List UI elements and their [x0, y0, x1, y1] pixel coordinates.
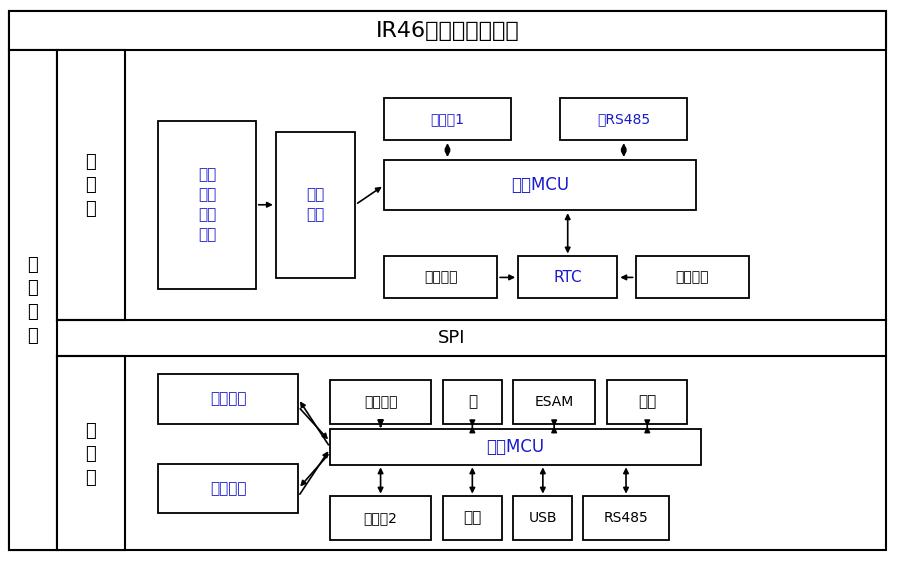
Text: 下行模块: 下行模块 — [209, 481, 247, 496]
Text: RS485: RS485 — [603, 511, 647, 525]
Text: 单RS485: 单RS485 — [597, 112, 649, 126]
Text: 超级电容: 超级电容 — [675, 270, 708, 284]
Text: 上行模块: 上行模块 — [209, 392, 247, 406]
Bar — [275, 132, 355, 278]
Bar — [560, 98, 686, 140]
Bar — [158, 464, 298, 513]
Bar — [57, 50, 125, 320]
Text: RTC: RTC — [553, 270, 582, 285]
Bar — [384, 98, 510, 140]
Text: 卡: 卡 — [467, 394, 477, 410]
Text: 计量MCU: 计量MCU — [510, 176, 569, 194]
Text: 计量
芯片: 计量 芯片 — [306, 187, 324, 222]
Bar — [442, 496, 501, 540]
Text: 管
理
芯: 管 理 芯 — [86, 422, 96, 487]
Text: 系
统
电
源: 系 统 电 源 — [28, 256, 38, 344]
Text: 存储器1: 存储器1 — [430, 112, 464, 126]
Bar — [513, 496, 572, 540]
Text: IR46双芯智能表框图: IR46双芯智能表框图 — [375, 21, 519, 41]
Text: 负控: 负控 — [462, 511, 481, 526]
Bar — [57, 356, 125, 550]
Bar — [330, 496, 431, 540]
Text: USB: USB — [528, 511, 556, 525]
Bar — [330, 429, 700, 465]
Bar — [582, 496, 668, 540]
Bar — [517, 256, 617, 298]
Bar — [384, 256, 497, 298]
Text: SPI: SPI — [438, 329, 465, 347]
Bar — [384, 160, 695, 210]
Bar — [607, 380, 686, 424]
Bar — [330, 380, 431, 424]
Text: 时钟电池: 时钟电池 — [424, 270, 457, 284]
Text: 计
量
芯: 计 量 芯 — [86, 153, 96, 218]
Text: ESAM: ESAM — [534, 395, 573, 409]
Text: 红外: 红外 — [638, 394, 656, 410]
Bar — [442, 380, 501, 424]
Bar — [9, 11, 885, 50]
Text: 管理MCU: 管理MCU — [486, 438, 544, 456]
Text: 停抄电池: 停抄电池 — [363, 395, 397, 409]
Bar — [513, 380, 594, 424]
Text: 电电
压流
采采
样样: 电电 压流 采采 样样 — [198, 168, 216, 242]
Bar — [635, 256, 748, 298]
Bar — [158, 121, 256, 289]
Text: 存储器2: 存储器2 — [363, 511, 397, 525]
Bar — [158, 374, 298, 424]
Bar — [9, 50, 57, 550]
